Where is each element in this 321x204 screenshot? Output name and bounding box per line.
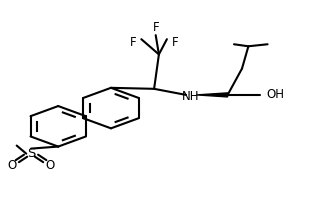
Text: O: O	[46, 159, 55, 172]
Text: NH: NH	[182, 90, 200, 103]
Polygon shape	[197, 93, 228, 97]
Text: OH: OH	[266, 88, 284, 101]
Text: F: F	[171, 36, 178, 49]
Text: O: O	[7, 159, 16, 172]
Text: S: S	[27, 147, 35, 160]
Text: F: F	[130, 36, 137, 49]
Text: F: F	[152, 21, 159, 33]
